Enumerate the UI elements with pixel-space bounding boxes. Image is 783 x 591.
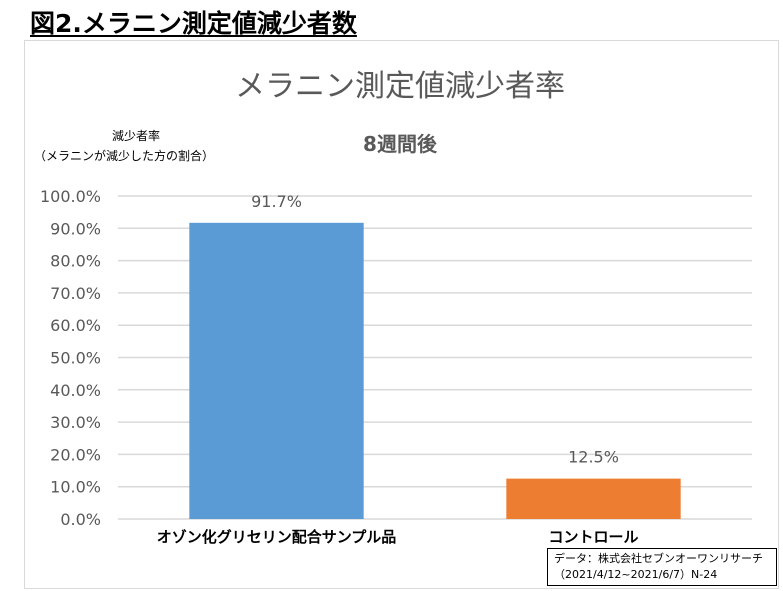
y-tick-label: 70.0% (50, 284, 101, 303)
figure-title: 図2.メラニン測定値減少者数 (30, 9, 357, 38)
y-tick-label: 100.0% (40, 187, 101, 206)
chart-frame (24, 40, 779, 589)
y-tick-label: 60.0% (50, 316, 101, 335)
data-label: 12.5% (568, 448, 619, 467)
y-tick-label: 0.0% (60, 510, 101, 529)
data-label: 91.7% (251, 192, 302, 211)
y-tick-label: 40.0% (50, 381, 101, 400)
chart-title: メラニン測定値減少者率 (235, 69, 565, 104)
y-axis-note: （メラニンが減少した方の割合） (34, 148, 214, 163)
y-tick-label: 20.0% (50, 445, 101, 464)
source-note: データ：株式会社セブンオーワンリサーチ （2021/4/12~2021/6/7）… (547, 548, 777, 586)
chart-subtitle: 8週間後 (363, 132, 438, 156)
bar (506, 478, 681, 519)
x-tick-label: コントロール (548, 528, 638, 546)
source-line-2: （2021/4/12~2021/6/7）N-24 (554, 568, 718, 581)
x-tick-label: オゾン化グリセリン配合サンプル品 (157, 528, 397, 546)
y-tick-label: 90.0% (50, 219, 101, 238)
y-tick-label: 30.0% (50, 413, 101, 432)
bar (189, 222, 364, 519)
y-tick-label: 50.0% (50, 349, 101, 368)
y-tick-label: 10.0% (50, 478, 101, 497)
y-axis-title: 減少者率 (112, 128, 160, 143)
source-line-1: データ：株式会社セブンオーワンリサーチ (554, 552, 763, 565)
y-tick-label: 80.0% (50, 252, 101, 271)
